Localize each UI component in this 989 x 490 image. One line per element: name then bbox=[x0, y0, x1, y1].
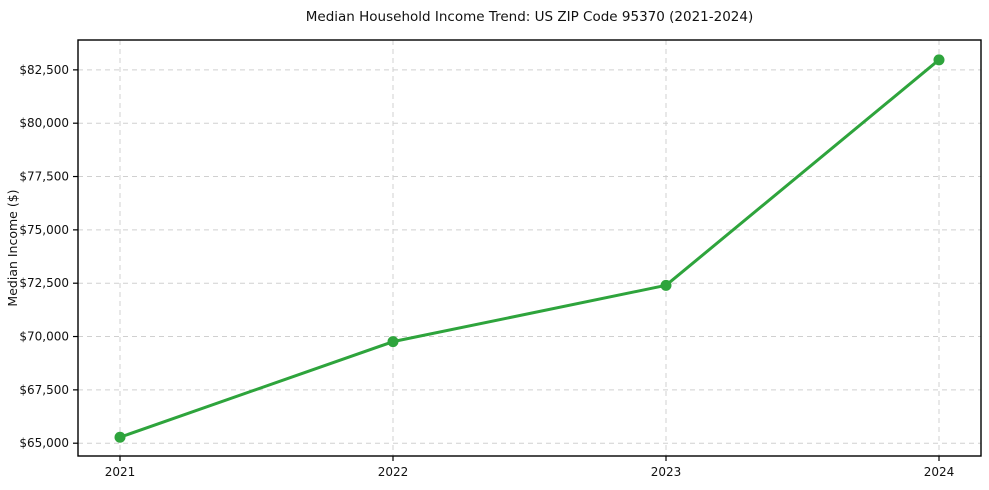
data-point-marker bbox=[387, 336, 399, 348]
plot-frame bbox=[77, 39, 982, 457]
y-tick-label: $80,000 bbox=[19, 116, 69, 130]
data-point-marker bbox=[933, 54, 945, 66]
y-tick-label: $75,000 bbox=[19, 223, 69, 237]
y-tick-label: $65,000 bbox=[19, 436, 69, 450]
x-tick-label: 2021 bbox=[105, 465, 136, 479]
trend-line bbox=[118, 58, 941, 439]
x-tick-label: 2023 bbox=[651, 465, 682, 479]
y-axis-label: Median Income ($) bbox=[5, 189, 20, 307]
x-tick-label: 2022 bbox=[378, 465, 409, 479]
y-tick-label: $82,500 bbox=[19, 63, 69, 77]
y-tick-label: $70,000 bbox=[19, 330, 69, 344]
y-tick-label: $67,500 bbox=[19, 383, 69, 397]
y-tick-label: $77,500 bbox=[19, 170, 69, 184]
x-tick-label: 2024 bbox=[924, 465, 955, 479]
data-point-marker bbox=[114, 431, 126, 443]
y-tick-label: $72,500 bbox=[19, 276, 69, 290]
data-point-marker bbox=[660, 279, 672, 291]
chart-title: Median Household Income Trend: US ZIP Co… bbox=[305, 9, 754, 25]
